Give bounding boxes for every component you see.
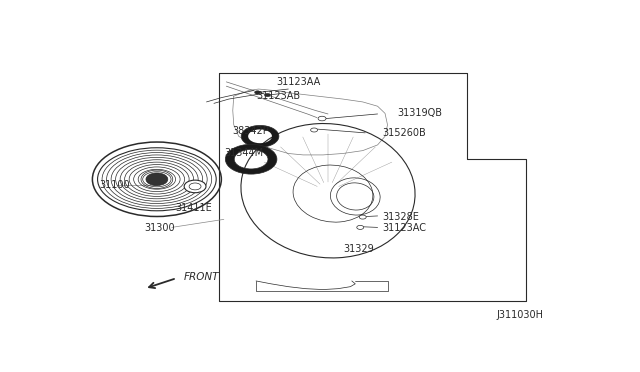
Text: 31123AC: 31123AC <box>383 223 427 233</box>
Wedge shape <box>225 144 277 174</box>
Circle shape <box>189 183 201 190</box>
Text: 31100: 31100 <box>99 180 129 190</box>
Text: 31344M: 31344M <box>224 148 263 158</box>
Text: 31329: 31329 <box>343 244 374 254</box>
Text: FRONT: FRONT <box>184 272 220 282</box>
Text: 31123AB: 31123AB <box>257 91 300 101</box>
Text: 31411E: 31411E <box>176 203 212 213</box>
Text: 31328E: 31328E <box>383 212 419 221</box>
Circle shape <box>146 173 168 186</box>
Circle shape <box>264 93 271 97</box>
Text: J311030H: J311030H <box>497 310 543 320</box>
Circle shape <box>184 180 206 193</box>
Circle shape <box>318 116 326 121</box>
Text: 31319QB: 31319QB <box>397 108 442 118</box>
Text: 31123AA: 31123AA <box>276 77 321 87</box>
Circle shape <box>255 91 260 94</box>
Circle shape <box>310 128 317 132</box>
Circle shape <box>359 215 366 219</box>
Text: 31300: 31300 <box>145 223 175 233</box>
Text: 315260B: 315260B <box>383 128 426 138</box>
Text: 38342P: 38342P <box>233 126 269 135</box>
Wedge shape <box>241 125 279 147</box>
Circle shape <box>356 225 364 230</box>
